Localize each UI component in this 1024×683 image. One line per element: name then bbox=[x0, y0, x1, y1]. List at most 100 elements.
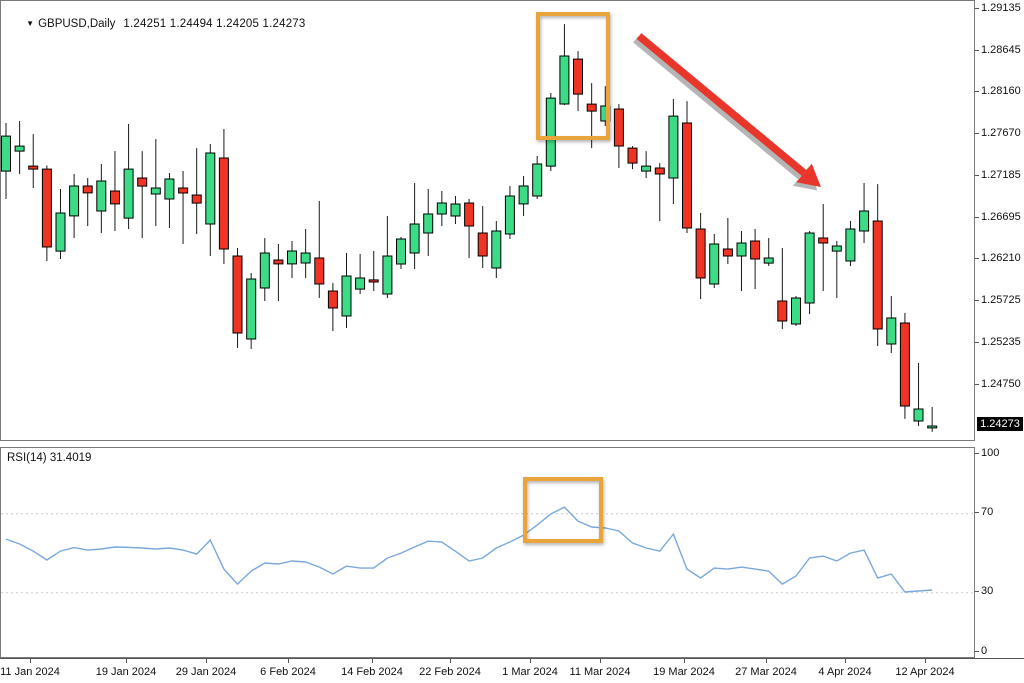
price-axis[interactable]: 1.24273 1.29135 1.28645 1.28160 1.27670 1.27… bbox=[975, 0, 1024, 658]
date-tickmark bbox=[925, 659, 926, 663]
current-price-tag: 1.24273 bbox=[977, 417, 1023, 431]
highlight-box-price[interactable] bbox=[536, 12, 610, 140]
candle bbox=[96, 164, 107, 233]
chart-title: ▼ GBPUSD,Daily 1.24251 1.24494 1.24205 1.2… bbox=[7, 6, 306, 42]
ohlc-values: 1.24251 1.24494 1.24205 1.24273 bbox=[123, 18, 306, 30]
candle bbox=[573, 51, 583, 112]
price-panel[interactable]: ▼ GBPUSD,Daily 1.24251 1.24494 1.24205 1.2… bbox=[0, 0, 975, 441]
date-label: 14 Feb 2024 bbox=[341, 666, 403, 678]
price-axis-label: 1.26210 bbox=[981, 252, 1021, 264]
candle bbox=[464, 199, 475, 258]
date-label: 4 Apr 2024 bbox=[818, 666, 872, 678]
date-tickmark bbox=[372, 659, 373, 663]
candle bbox=[273, 244, 284, 301]
candle bbox=[150, 139, 161, 226]
candle bbox=[28, 134, 39, 188]
date-tickmark bbox=[126, 659, 127, 663]
candle bbox=[409, 183, 420, 269]
candle bbox=[368, 251, 379, 291]
candle bbox=[436, 191, 447, 226]
rsi-axis-label: 70 bbox=[981, 506, 994, 518]
date-tickmark bbox=[288, 659, 289, 663]
date-label: 22 Feb 2024 bbox=[419, 666, 481, 678]
rsi-axis-label-tickmark bbox=[975, 453, 979, 454]
candle bbox=[750, 229, 761, 289]
date-label: 27 Mar 2024 bbox=[735, 666, 797, 678]
date-tickmark bbox=[206, 659, 207, 663]
candle bbox=[314, 201, 325, 298]
rsi-line bbox=[5, 506, 933, 593]
price-axis-label-tickmark bbox=[975, 50, 979, 51]
candle bbox=[641, 151, 652, 178]
date-tickmark bbox=[450, 659, 451, 663]
candle bbox=[545, 93, 556, 171]
candle bbox=[287, 241, 297, 278]
candle bbox=[396, 237, 406, 269]
price-axis-label: 1.25725 bbox=[981, 294, 1021, 306]
price-axis-label: 1.24750 bbox=[981, 378, 1021, 390]
price-axis-label: 1.28160 bbox=[981, 85, 1021, 97]
candle bbox=[859, 183, 870, 243]
candle bbox=[913, 363, 924, 426]
price-axis-label-tickmark bbox=[975, 258, 979, 259]
rsi-axis-label-tickmark bbox=[975, 591, 979, 592]
candle bbox=[872, 184, 883, 346]
symbol-dropdown-icon[interactable]: ▼ bbox=[26, 19, 35, 28]
candle bbox=[709, 234, 720, 288]
price-axis-label-tickmark bbox=[975, 8, 979, 9]
date-label: 29 Jan 2024 bbox=[175, 666, 237, 678]
candle bbox=[791, 296, 801, 326]
candle bbox=[14, 121, 25, 174]
highlight-box-rsi[interactable] bbox=[523, 477, 603, 543]
date-label: 6 Feb 2024 bbox=[260, 666, 316, 678]
candle bbox=[137, 151, 148, 238]
date-label: 19 Mar 2024 bbox=[653, 666, 715, 678]
candle bbox=[886, 296, 897, 353]
candle bbox=[559, 24, 570, 106]
candle bbox=[110, 151, 120, 231]
candle bbox=[818, 204, 829, 291]
price-axis-label: 1.27670 bbox=[981, 127, 1021, 139]
time-axis[interactable]: 11 Jan 2024 19 Jan 2024 29 Jan 2024 6 Feb 2… bbox=[0, 658, 1024, 683]
candle bbox=[736, 231, 747, 291]
candle bbox=[450, 196, 461, 224]
candle bbox=[327, 282, 338, 331]
date-tickmark bbox=[684, 659, 685, 663]
candle bbox=[491, 221, 502, 278]
downtrend-arrow[interactable] bbox=[636, 33, 821, 187]
candle bbox=[41, 165, 52, 261]
candle bbox=[423, 189, 434, 256]
candle bbox=[627, 146, 638, 170]
candle bbox=[123, 124, 134, 229]
price-axis-label-tickmark bbox=[975, 175, 979, 176]
candle bbox=[504, 186, 515, 239]
price-axis-label: 1.26695 bbox=[981, 211, 1021, 223]
candle bbox=[722, 218, 733, 264]
candle bbox=[1, 123, 11, 199]
price-axis-label-tickmark bbox=[975, 300, 979, 301]
candle bbox=[831, 241, 842, 298]
price-axis-label-tickmark bbox=[975, 91, 979, 92]
candle bbox=[164, 173, 175, 228]
candle bbox=[682, 101, 692, 233]
rsi-line-chart bbox=[1, 477, 974, 594]
date-label: 12 Apr 2024 bbox=[895, 666, 955, 678]
date-label: 19 Jan 2024 bbox=[95, 666, 157, 678]
candle bbox=[668, 99, 679, 204]
date-tickmark bbox=[30, 659, 31, 663]
price-axis-label: 1.28645 bbox=[981, 44, 1021, 56]
candle bbox=[927, 407, 938, 432]
rsi-axis-label-tickmark bbox=[975, 512, 979, 513]
candle bbox=[845, 221, 856, 266]
date-tickmark bbox=[845, 659, 846, 663]
date-tickmark bbox=[766, 659, 767, 663]
price-axis-label: 1.29135 bbox=[981, 2, 1021, 14]
date-label: 1 Mar 2024 bbox=[502, 666, 558, 678]
rsi-indicator-label: RSI(14) 31.4019 bbox=[7, 452, 92, 464]
candle bbox=[804, 231, 815, 314]
candle bbox=[178, 171, 189, 244]
candle bbox=[532, 156, 543, 199]
rsi-indicator-panel[interactable]: RSI(14) 31.4019 bbox=[0, 447, 975, 658]
candle bbox=[382, 216, 393, 298]
